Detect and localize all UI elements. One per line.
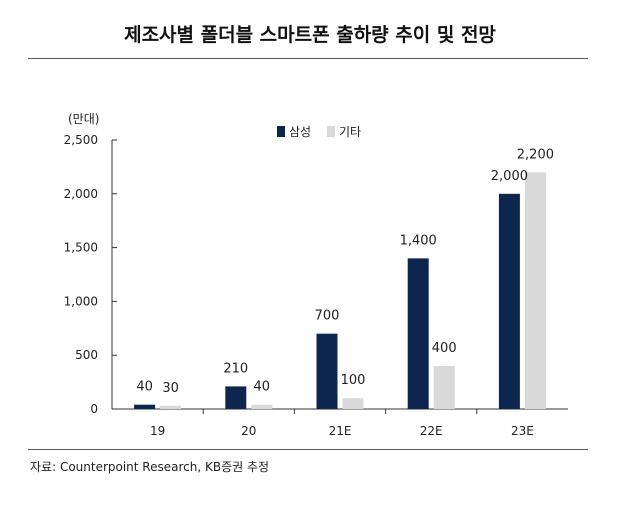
chart-axes: (만대) 0 500 1,000 1,500 2,000 2,500 19 20 21E 22E 23… xyxy=(64,112,568,438)
samsung-bar xyxy=(498,193,520,409)
x-tick-label: 23E xyxy=(511,424,534,438)
samsung-bar xyxy=(134,404,156,409)
y-tick-label: 1,500 xyxy=(64,241,98,255)
y-tick-label: 1,000 xyxy=(64,294,98,308)
others-bar xyxy=(342,398,364,409)
others-bar xyxy=(524,172,546,409)
legend-label: 기타 xyxy=(339,125,361,139)
legend-swatch xyxy=(277,126,285,137)
others-value-label: 40 xyxy=(254,380,271,395)
legend-swatch xyxy=(327,126,335,137)
samsung-value-label: 2,000 xyxy=(491,169,528,184)
samsung-value-label: 1,400 xyxy=(400,233,437,248)
y-tick-label: 0 xyxy=(90,402,98,416)
chart-bars xyxy=(134,172,546,409)
chart-value-labels: 40 210 700 1,400 2,000 30 40 100 400 2,200 xyxy=(136,147,554,395)
others-value-label: 400 xyxy=(432,341,457,356)
others-value-label: 2,200 xyxy=(517,147,554,162)
y-tick-label: 2,500 xyxy=(64,133,98,147)
others-bar xyxy=(160,405,182,409)
x-tick-label: 22E xyxy=(420,424,443,438)
x-tick-label: 19 xyxy=(150,424,165,438)
chart-title: 제조사별 폴더블 스마트폰 출하량 추이 및 전망 xyxy=(124,24,496,46)
samsung-value-label: 700 xyxy=(315,309,340,324)
samsung-value-label: 210 xyxy=(223,361,248,376)
source-note: 자료: Counterpoint Research, KB증권 추정 xyxy=(30,460,270,474)
source-divider xyxy=(28,449,588,450)
title-divider xyxy=(28,58,588,59)
chart-legend: 삼성 기타 xyxy=(277,125,361,139)
x-tick-label: 21E xyxy=(329,424,352,438)
samsung-bar xyxy=(225,386,247,409)
samsung-bar xyxy=(316,333,338,409)
samsung-value-label: 40 xyxy=(136,380,153,395)
others-value-label: 100 xyxy=(341,373,366,388)
y-unit-label: (만대) xyxy=(68,112,99,126)
legend-label: 삼성 xyxy=(289,125,311,139)
others-value-label: 30 xyxy=(162,381,179,396)
x-tick-label: 20 xyxy=(241,424,256,438)
others-bar xyxy=(251,404,273,409)
y-tick-label: 2,000 xyxy=(64,187,98,201)
others-bar xyxy=(433,365,455,409)
samsung-bar xyxy=(407,258,429,409)
y-tick-label: 500 xyxy=(75,348,98,362)
